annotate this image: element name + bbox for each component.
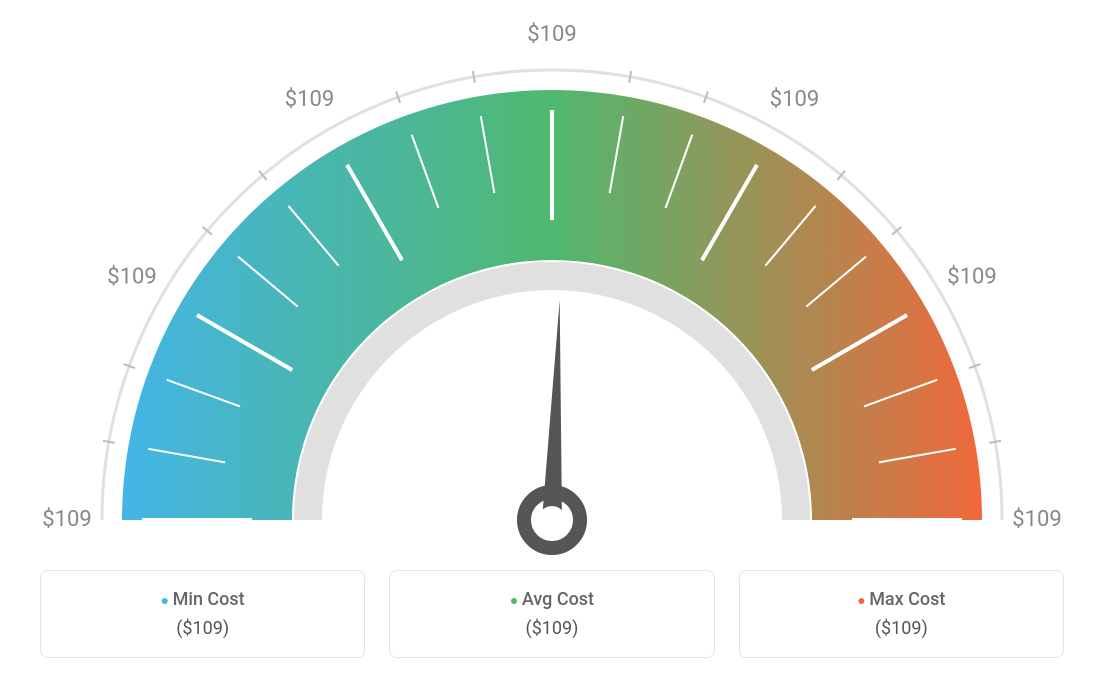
legend-dot-icon: ● xyxy=(510,593,522,609)
legend-min-value: ($109) xyxy=(41,618,364,639)
legend-row: ● Min Cost ($109) ● Avg Cost ($109) ● Ma… xyxy=(0,570,1104,658)
gauge-tick-label: $109 xyxy=(1012,507,1061,532)
gauge-chart: $109 $109 $109 $109 $109 $109 $109 xyxy=(0,0,1104,560)
gauge-tick-label: $109 xyxy=(527,22,576,47)
legend-label-text: Max Cost xyxy=(869,589,945,610)
legend-label-text: Avg Cost xyxy=(522,589,594,610)
legend-dot-icon: ● xyxy=(161,593,173,609)
legend-avg-label: ● Avg Cost xyxy=(390,589,713,610)
legend-max-label: ● Max Cost xyxy=(740,589,1063,610)
gauge-tick-label: $109 xyxy=(107,264,156,289)
gauge-svg: $109 $109 $109 $109 $109 $109 $109 xyxy=(0,0,1104,560)
gauge-tick-label: $109 xyxy=(42,507,91,532)
gauge-tick-label: $109 xyxy=(770,87,819,112)
legend-min-label: ● Min Cost xyxy=(41,589,364,610)
legend-label-text: Min Cost xyxy=(173,589,245,610)
legend-max-value: ($109) xyxy=(740,618,1063,639)
legend-dot-icon: ● xyxy=(857,593,869,609)
legend-avg-card: ● Avg Cost ($109) xyxy=(389,570,714,658)
legend-max-card: ● Max Cost ($109) xyxy=(739,570,1064,658)
legend-avg-value: ($109) xyxy=(390,618,713,639)
gauge-tick-label: $109 xyxy=(947,264,996,289)
legend-min-card: ● Min Cost ($109) xyxy=(40,570,365,658)
gauge-tick-label: $109 xyxy=(285,87,334,112)
